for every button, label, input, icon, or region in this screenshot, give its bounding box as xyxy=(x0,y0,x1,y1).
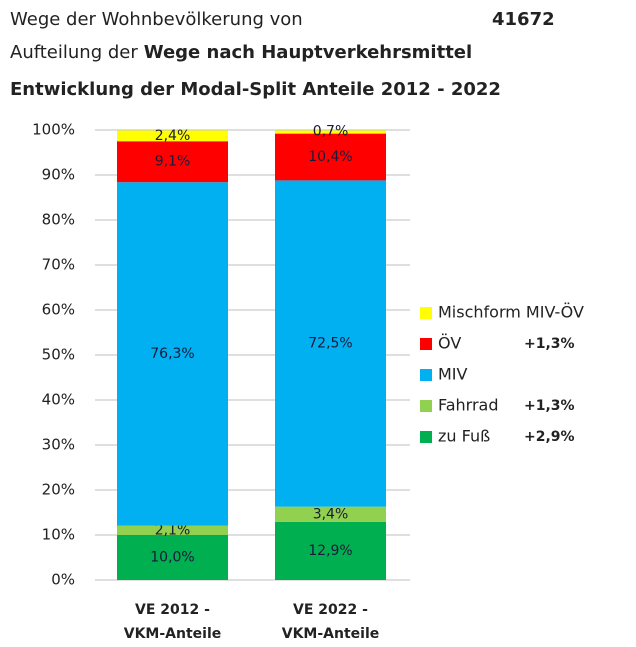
legend-swatch xyxy=(420,369,432,381)
legend-label: Mischform MIV-ÖV xyxy=(438,303,584,322)
y-tick-label: 50% xyxy=(42,346,75,364)
data-label: 2,4% xyxy=(155,128,191,144)
data-label: 10,4% xyxy=(308,149,352,165)
legend-note: +2,9% xyxy=(524,429,575,445)
data-label: 76,3% xyxy=(150,346,194,362)
legend-label: Fahrrad xyxy=(438,396,499,415)
y-tick-label: 60% xyxy=(42,301,75,319)
bar-segment xyxy=(275,521,386,580)
legend-label: zu Fuß xyxy=(438,427,490,446)
data-label: 12,9% xyxy=(308,543,352,559)
data-label: 9,1% xyxy=(155,154,191,170)
x-tick-label: VE 2022 - xyxy=(293,602,368,618)
bar-segment xyxy=(117,130,228,142)
y-tick-label: 80% xyxy=(42,211,75,229)
data-label: 0,7% xyxy=(313,123,349,139)
legend-swatch xyxy=(420,307,432,319)
legend-label: MIV xyxy=(438,365,468,384)
bar-segment xyxy=(275,180,386,507)
bar-segment xyxy=(275,506,386,522)
x-tick-label: VKM-Anteile xyxy=(124,626,222,642)
chart-title: Wege der Wohnbevölkerung von xyxy=(10,9,303,30)
chart-title-number: 41672 xyxy=(492,9,555,30)
legend-note: +1,3% xyxy=(524,398,575,414)
chart-subtitle: Entwicklung der Modal-Split Anteile 2012… xyxy=(10,79,501,100)
y-tick-label: 90% xyxy=(42,166,75,184)
legend-swatch xyxy=(420,431,432,443)
x-tick-label: VE 2012 - xyxy=(135,602,210,618)
data-label: 10,0% xyxy=(150,550,194,566)
legend-note: +1,3% xyxy=(524,336,575,352)
data-label: 3,4% xyxy=(313,506,349,522)
y-tick-label: 0% xyxy=(51,571,75,589)
y-tick-label: 10% xyxy=(42,526,75,544)
legend-swatch xyxy=(420,400,432,412)
y-tick-label: 20% xyxy=(42,481,75,499)
x-tick-label: VKM-Anteile xyxy=(282,626,380,642)
legend-label: ÖV xyxy=(438,334,461,353)
y-tick-label: 100% xyxy=(32,121,75,139)
bar-segment xyxy=(275,130,386,134)
bar-segment xyxy=(117,525,228,535)
subtitle-part: Aufteilung der xyxy=(10,42,138,63)
y-tick-label: 30% xyxy=(42,436,75,454)
legend-swatch xyxy=(420,338,432,350)
chart-subtitle: Aufteilung der Wege nach Hauptverkehrsmit… xyxy=(10,42,472,63)
y-tick-label: 70% xyxy=(42,256,75,274)
bar-segment xyxy=(275,133,386,181)
data-label: 72,5% xyxy=(308,336,352,352)
bar-segment xyxy=(117,141,228,183)
y-tick-label: 40% xyxy=(42,391,75,409)
bar-segment xyxy=(117,535,228,580)
bar-segment xyxy=(117,182,228,526)
data-label: 2,1% xyxy=(155,522,191,538)
subtitle-part: Wege nach Hauptverkehrsmittel xyxy=(144,42,472,63)
